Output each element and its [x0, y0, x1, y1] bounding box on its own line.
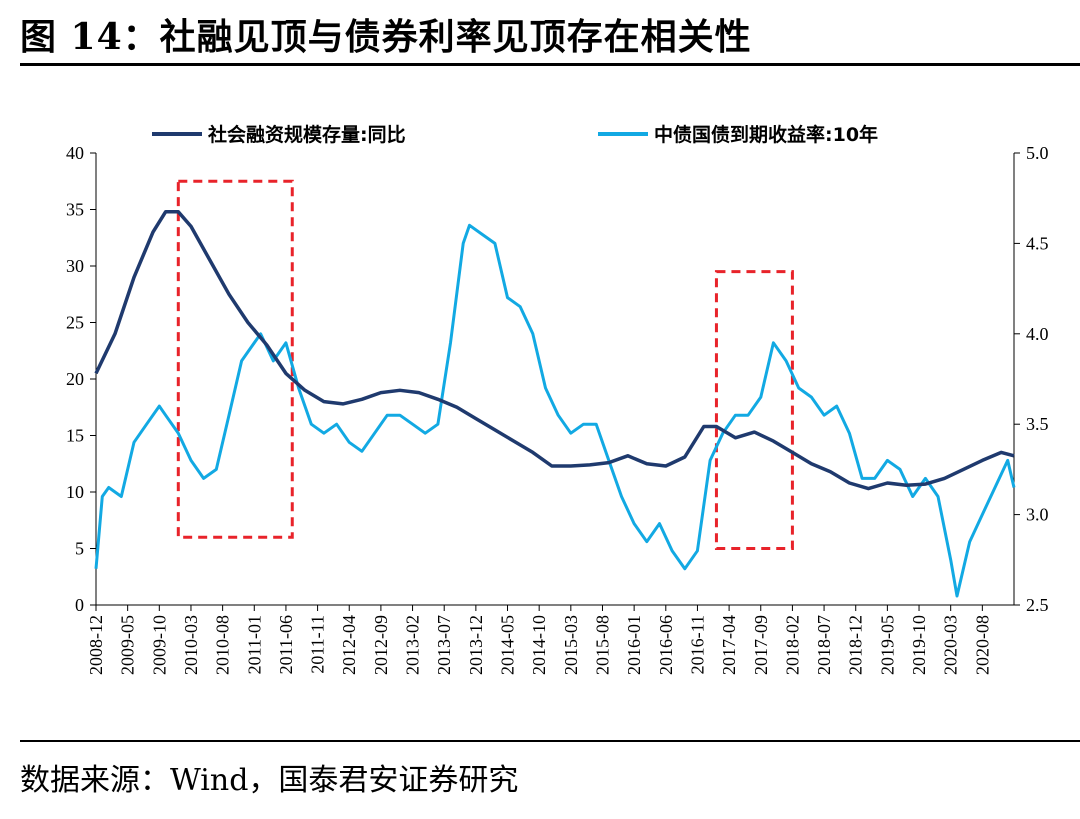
- chart: 社会融资规模存量:同比 中债国债到期收益率:10年 0 5 10 15 20 25 30 35…: [66, 123, 1049, 675]
- left-tick-label: 15: [66, 426, 84, 446]
- left-tick-label: 20: [66, 369, 84, 389]
- x-tick-label: 2017-09: [751, 615, 771, 675]
- right-tick-label: 5.0: [1026, 143, 1049, 163]
- right-tick-label: 3.0: [1026, 505, 1049, 525]
- left-tick-label: 30: [66, 256, 84, 276]
- series-line-bond-yield: [94, 223, 1016, 598]
- left-tick-label: 10: [66, 482, 84, 502]
- left-tick-label: 0: [75, 595, 84, 615]
- x-tick-label: 2013-12: [466, 615, 486, 675]
- highlight-box-2: [714, 270, 794, 550]
- series-lines: [94, 210, 1016, 598]
- x-tick-label: 2011-01: [244, 615, 264, 674]
- x-tick-label: 2019-05: [877, 615, 897, 675]
- x-tick-label: 2018-02: [782, 615, 802, 675]
- x-tick-label: 2015-08: [592, 615, 612, 675]
- x-tick-label: 2016-11: [687, 615, 707, 674]
- x-tick-label: 2015-03: [561, 615, 581, 675]
- x-tick-label: 2012-04: [339, 615, 359, 675]
- x-tick-label: 2011-06: [276, 615, 296, 674]
- title-rule: [20, 63, 1080, 66]
- x-tick-label: 2014-10: [529, 615, 549, 675]
- source-note: 数据来源：Wind，国泰君安证券研究: [20, 763, 519, 798]
- right-tick-label: 4.0: [1026, 324, 1049, 344]
- x-tick-label: 2017-04: [719, 615, 739, 675]
- right-tick-label: 3.5: [1026, 414, 1049, 434]
- legend: 社会融资规模存量:同比 中债国债到期收益率:10年: [152, 123, 878, 146]
- x-tick-label: 2018-07: [814, 615, 834, 675]
- legend-label-sfr: 社会融资规模存量:同比: [207, 123, 406, 146]
- x-tick-label: 2009-10: [149, 615, 169, 675]
- left-tick-label: 25: [66, 313, 84, 333]
- x-tick-label: 2009-05: [118, 615, 138, 675]
- x-tick-label: 2013-02: [403, 615, 423, 675]
- left-tick-label: 5: [75, 539, 84, 559]
- figure-title: 图 14：社融见顶与债券利率见顶存在相关性: [20, 16, 752, 58]
- axes: 0 5 10 15 20 25 30 35 40 2.5 3.0 3.5 4.0 4.5 5.0 2008-1…: [66, 143, 1049, 675]
- x-tick-label: 2011-11: [308, 615, 328, 674]
- x-tick-label: 2012-09: [371, 615, 391, 675]
- x-tick-label: 2018-12: [846, 615, 866, 675]
- x-tick-label: 2020-03: [941, 615, 961, 675]
- left-tick-label: 35: [66, 200, 84, 220]
- x-tick-label: 2016-01: [624, 615, 644, 675]
- left-tick-label: 40: [66, 143, 84, 163]
- series-line-social-financing: [94, 210, 1015, 491]
- x-tick-label: 2014-05: [498, 615, 518, 675]
- x-tick-label: 2010-03: [181, 615, 201, 675]
- x-tick-label: 2019-10: [909, 615, 929, 675]
- x-tick-label: 2013-07: [434, 615, 454, 675]
- source-rule: [20, 740, 1080, 742]
- right-tick-label: 4.5: [1026, 233, 1049, 253]
- x-tick-label: 2008-12: [86, 615, 106, 675]
- x-tick-label: 2020-08: [972, 615, 992, 675]
- x-tick-label: 2016-06: [656, 615, 676, 675]
- highlight-box-1: [176, 179, 294, 539]
- x-tick-label: 2010-08: [213, 615, 233, 675]
- annotations: [176, 179, 794, 550]
- legend-label-yield: 中债国债到期收益率:10年: [654, 123, 878, 146]
- right-tick-label: 2.5: [1026, 595, 1049, 615]
